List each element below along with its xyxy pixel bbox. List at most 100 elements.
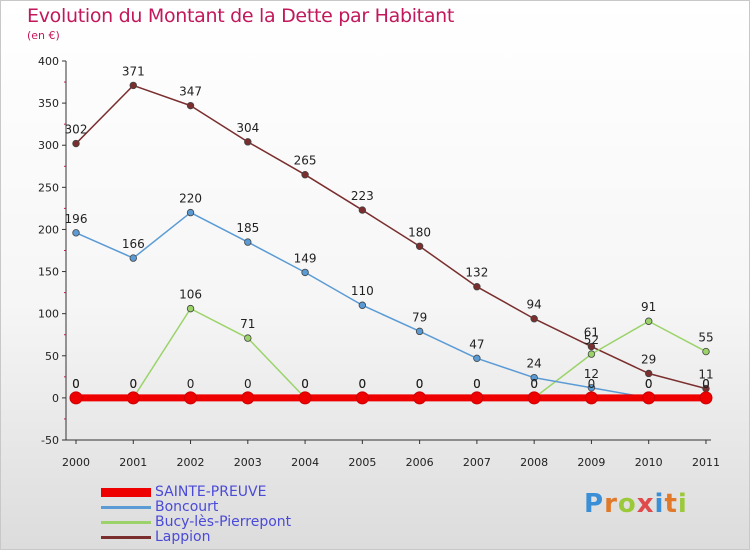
series-line-boncourt (75, 211, 706, 399)
y-tick-label: 0 (52, 392, 59, 405)
data-label: 0 (530, 377, 538, 391)
data-point (587, 350, 596, 358)
data-point (241, 391, 255, 405)
data-point (126, 391, 140, 405)
data-label: 29 (641, 352, 656, 366)
data-label: 71 (240, 317, 255, 331)
data-label: 110 (351, 284, 374, 298)
data-label: 11 (698, 368, 713, 382)
x-tick-label: 2002 (177, 456, 205, 469)
data-label: 347 (179, 85, 202, 99)
data-point (244, 138, 252, 146)
data-label: 24 (527, 357, 542, 371)
data-point (298, 391, 312, 405)
x-tick-label: 2004 (291, 456, 319, 469)
data-label: 220 (179, 192, 202, 206)
data-point (358, 301, 367, 309)
legend-swatch (101, 488, 151, 497)
data-label: 61 (584, 326, 599, 340)
data-point (587, 342, 596, 351)
data-point (244, 238, 252, 246)
data-label: 304 (236, 121, 259, 135)
data-label: 52 (584, 333, 599, 347)
legend-label: SAINTE-PREUVE (155, 484, 267, 500)
data-label: 166 (122, 237, 145, 251)
data-label: 0 (473, 377, 481, 391)
data-label: 0 (473, 377, 481, 391)
data-label: 94 (527, 298, 542, 312)
data-point (301, 268, 309, 277)
y-tick-label: 400 (38, 55, 59, 68)
chart-title: Evolution du Montant de la Dette par Hab… (27, 5, 455, 27)
data-label: 0 (645, 377, 653, 391)
data-label: 223 (351, 189, 374, 203)
data-label: 0 (416, 377, 424, 391)
y-tick-label: 350 (38, 97, 59, 110)
data-label: 12 (584, 367, 599, 381)
data-label: 302 (65, 123, 88, 137)
data-point (527, 391, 541, 405)
data-label: 0 (72, 377, 80, 391)
data-label: 132 (465, 266, 488, 280)
data-point (584, 391, 598, 405)
x-tick-label: 2009 (577, 456, 605, 469)
data-point (699, 391, 713, 405)
legend-item: Bucy-lès-Pierrepont (101, 514, 421, 530)
legend-swatch (101, 521, 151, 524)
legend-swatch (101, 506, 151, 509)
x-tick-label: 2005 (348, 456, 376, 469)
data-point (530, 315, 538, 323)
x-tick-label: 2001 (119, 456, 147, 469)
legend-item: SAINTE-PREUVE (101, 484, 421, 500)
x-tick-label: 2006 (406, 456, 434, 469)
y-tick-label: 200 (38, 223, 59, 236)
data-label: 0 (187, 377, 195, 391)
data-label: 0 (72, 377, 80, 391)
x-tick-label: 2003 (234, 456, 262, 469)
data-label: 0 (129, 377, 137, 391)
data-point (186, 101, 195, 110)
data-label: 0 (416, 377, 424, 391)
data-label: 0 (645, 377, 653, 391)
series-line-lappion (75, 84, 707, 390)
legend-item: Boncourt (101, 499, 421, 515)
data-label: 371 (122, 64, 145, 78)
series-line-bucy-l-s-pierrepont (76, 307, 707, 399)
data-label: 47 (469, 337, 484, 351)
data-point (358, 206, 367, 214)
y-tick-label: 250 (38, 181, 59, 194)
data-label: 185 (236, 221, 259, 235)
x-tick-label: 2008 (520, 456, 548, 469)
data-point (129, 254, 137, 262)
legend-label: Boncourt (155, 499, 219, 515)
legend-label: Lappion (155, 529, 211, 545)
data-label: 91 (641, 300, 656, 314)
data-label: 0 (129, 377, 137, 391)
data-point (129, 81, 137, 90)
data-label: 55 (698, 331, 713, 345)
legend-item: Lappion (101, 529, 421, 545)
data-point (642, 391, 656, 405)
data-point (470, 391, 484, 405)
y-tick-label: -50 (41, 434, 59, 447)
data-point (413, 391, 427, 405)
data-point (645, 317, 653, 325)
data-point (186, 304, 195, 313)
x-tick-label: 2011 (692, 456, 720, 469)
data-label: 79 (412, 310, 427, 324)
x-tick-label: 2007 (463, 456, 491, 469)
data-label: 196 (65, 212, 88, 226)
data-point (473, 283, 481, 291)
data-point (244, 334, 252, 342)
data-point (587, 384, 596, 392)
data-point (186, 208, 195, 217)
data-point (702, 347, 710, 356)
y-tick-label: 50 (45, 350, 59, 363)
data-label: 0 (244, 377, 252, 391)
data-label: 0 (359, 377, 367, 391)
x-tick-label: 2000 (62, 456, 90, 469)
unit-label: (en €) (27, 29, 60, 42)
data-label: 0 (301, 377, 309, 391)
